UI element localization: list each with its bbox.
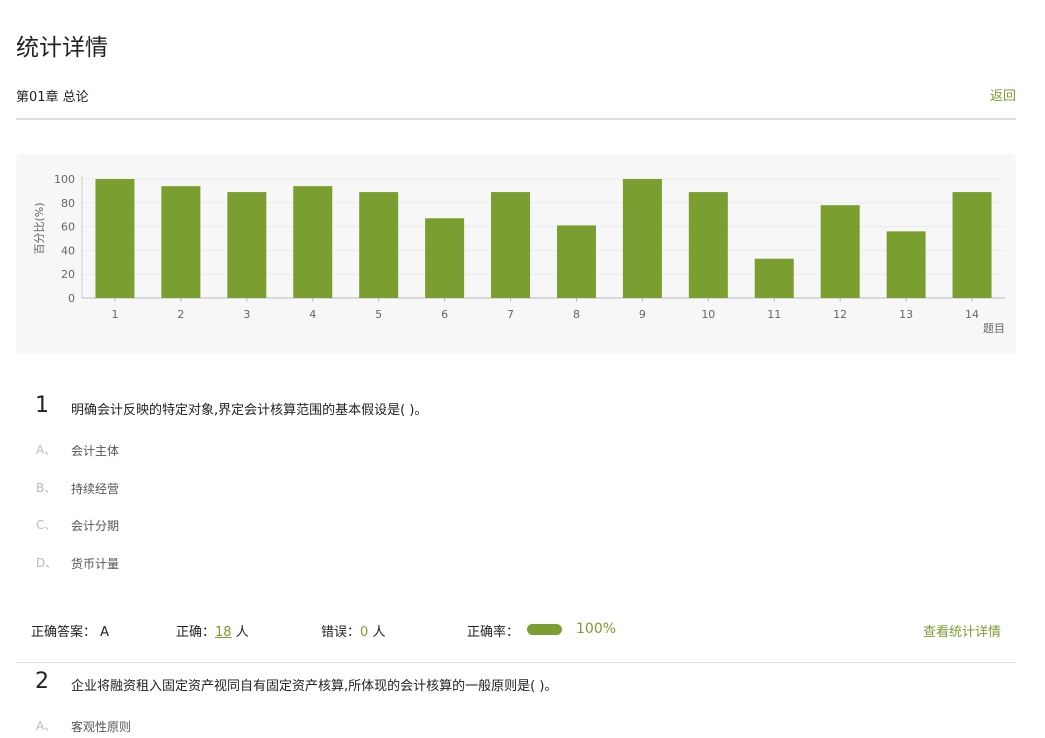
x-tick-label: 5 [375,308,382,321]
y-tick-label: 20 [61,268,75,281]
wrong-value: 0 [360,625,369,640]
view-stats-link[interactable]: 查看统计详情 [922,625,1001,640]
unit: 人 [372,625,386,640]
question-number: 1 [35,393,49,418]
option-letter: D、 [36,556,58,570]
option-text: 持续经营 [71,482,120,496]
bar [886,231,926,298]
x-axis-label: 题目 [983,322,1005,335]
correct-answer: 正确答案： A [31,621,109,640]
answer-value: A [100,625,110,640]
question-text: 企业将融资租入固定资产视同自有固定资产核算,所体现的会计核算的一般原则是( )。 [71,679,558,694]
bar [622,179,662,298]
option-text: 会计分期 [71,519,120,533]
y-tick-label: 60 [61,221,75,234]
bar [491,192,531,298]
x-tick-label: 7 [507,308,514,321]
option-letter: C、 [36,518,57,532]
y-tick-label: 80 [61,197,75,210]
option-text: 客观性原则 [71,720,132,734]
option-letter: A、 [36,719,57,733]
rate-label: 正确率： [467,625,520,640]
question-text: 明确会计反映的特定对象,界定会计核算范围的基本假设是( )。 [71,403,428,418]
answer-label: 正确答案： [31,625,97,640]
rate-progress-bar [527,624,562,635]
x-tick-label: 4 [309,308,316,321]
bar [359,192,399,298]
y-tick-label: 100 [54,173,75,186]
correct-count: 正确：18 人 [176,621,249,640]
x-tick-label: 11 [767,308,781,321]
correct-label: 正确： [176,625,216,640]
option-letter: A、 [36,443,57,457]
x-tick-label: 10 [701,308,715,321]
bar [820,205,860,298]
y-tick-label: 0 [68,292,75,305]
bar [688,192,728,298]
bar [425,218,465,298]
question-number: 2 [35,669,49,694]
x-tick-label: 6 [441,308,448,321]
y-tick-label: 40 [61,244,75,257]
chart-panel: 0 20 40 60 80 100 1 2 3 4 5 6 7 8 9 10 11 12 13 14 题目 百分比(%) [16,154,1016,354]
divider [16,118,1016,120]
unit: 人 [235,625,249,640]
option-letter: B、 [36,481,57,495]
bar [227,192,267,298]
x-tick-label: 1 [111,308,118,321]
bar [952,192,992,298]
back-link[interactable]: 返回 [989,89,1016,104]
x-tick-label: 14 [965,308,979,321]
option-text: 货币计量 [71,557,120,571]
correct-count-link[interactable]: 18 [215,625,232,640]
x-tick-label: 12 [833,308,847,321]
option-text: 会计主体 [71,444,120,458]
wrong-label: 错误： [321,625,361,640]
x-tick-label: 13 [899,308,913,321]
rate-value: 100% [576,621,617,637]
bar [556,225,596,298]
x-tick-label: 3 [243,308,250,321]
x-tick-label: 2 [177,308,184,321]
bar [293,186,333,298]
chapter-title: 第01章 总论 [16,90,89,105]
x-tick-label: 8 [573,308,580,321]
divider [16,662,1016,663]
bar [161,186,201,298]
bar [95,179,135,298]
y-axis-label: 百分比(%) [33,202,46,254]
x-tick-label: 9 [639,308,646,321]
wrong-count: 错误：0 人 [321,621,385,640]
bar [754,258,794,298]
page-title: 统计详情 [16,35,108,61]
